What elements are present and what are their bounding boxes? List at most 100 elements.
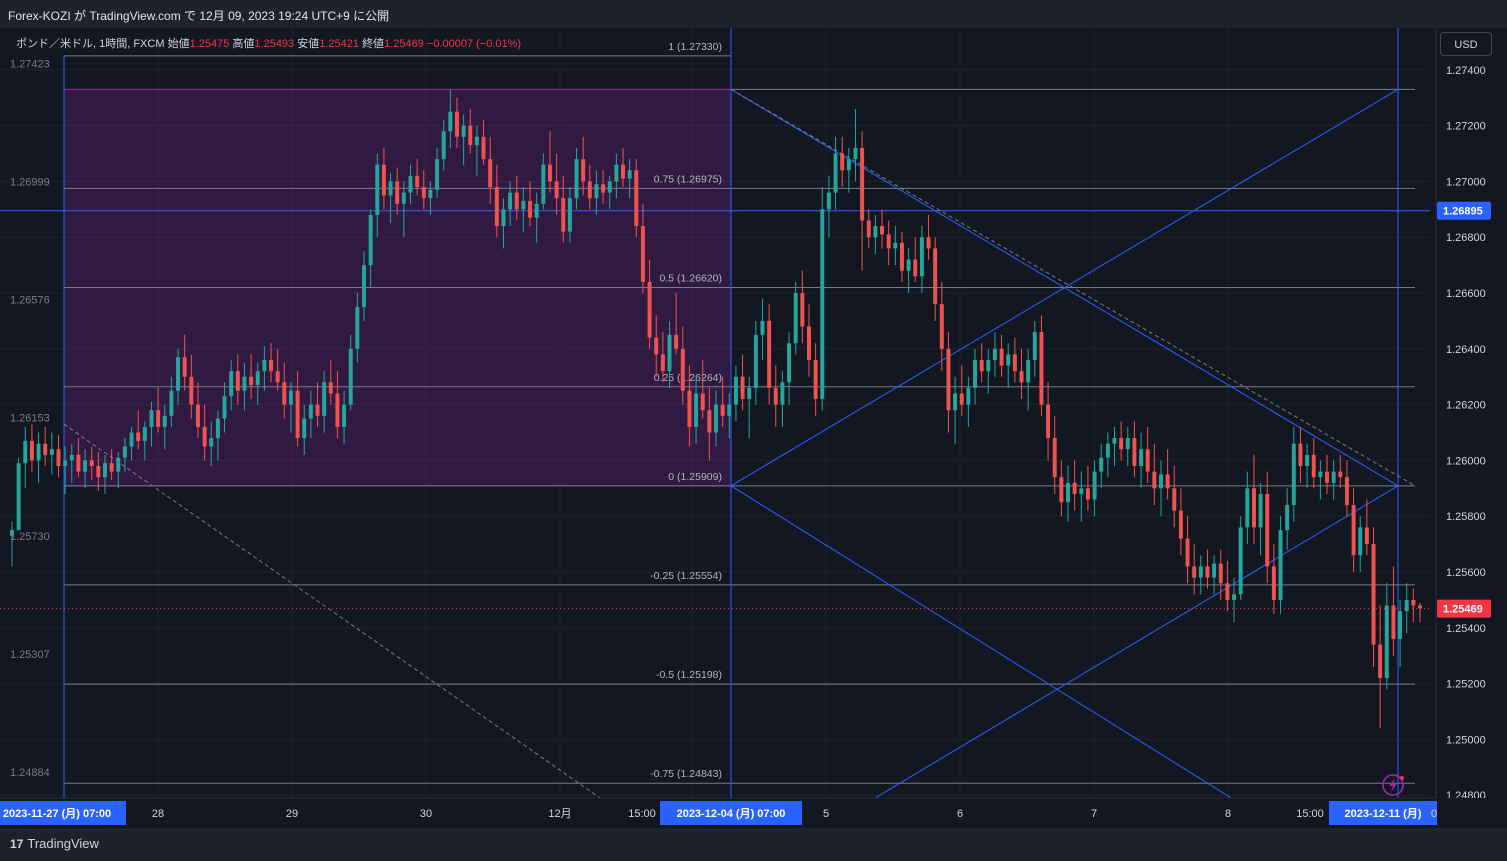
ohlc-legend: ポンド／米ドル, 1時間, FXCM 始値1.25475 高値1.25493 安…: [16, 35, 521, 51]
right-scale-tick: 1.26200: [1446, 400, 1486, 412]
candle-body: [840, 153, 845, 171]
candle-body: [488, 159, 493, 188]
candle-body: [1205, 566, 1210, 578]
candle-body: [680, 348, 685, 391]
price-badge-label: 1.26895: [1443, 206, 1483, 218]
candle-body: [229, 371, 234, 397]
candle-body: [421, 187, 426, 199]
tradingview-logo[interactable]: 17 TradingView: [10, 836, 99, 851]
candle-body: [262, 359, 267, 372]
fib-level-label: 0.5 (1.26620): [660, 272, 722, 284]
candle-body: [1271, 566, 1276, 600]
candle-body: [415, 175, 420, 188]
candle-body: [508, 192, 513, 210]
candle-body: [1404, 599, 1409, 612]
candle-body: [295, 390, 300, 439]
candle-body: [1019, 371, 1024, 383]
price-badge-label: 1.25469: [1443, 604, 1483, 616]
change-value: −0.00007 (−0.01%): [426, 38, 522, 50]
candle-body: [547, 164, 552, 182]
symbol-label[interactable]: ポンド／米ドル, 1時間, FXCM: [16, 38, 165, 50]
candle-body: [1251, 488, 1256, 528]
candle-body: [1012, 354, 1017, 372]
candle-body: [215, 418, 220, 439]
candle-body: [16, 463, 21, 531]
left-scale-tick: 1.26999: [10, 177, 50, 189]
left-scale-tick: 1.27423: [10, 58, 50, 70]
time-axis-highlight: [0, 801, 126, 825]
candle-body: [793, 293, 798, 344]
candle-body: [1258, 493, 1263, 528]
candle-body: [886, 234, 891, 249]
close-value: 1.25469: [384, 38, 424, 50]
fib-level-label: 0.25 (1.26264): [654, 372, 722, 384]
high-value: 1.25493: [254, 38, 295, 50]
chart-area[interactable]: 1 (1.27330) 0.75 (1.26975) 0.5 (1.26620) 0.…: [0, 28, 1507, 861]
candle-body: [315, 404, 320, 416]
candle-body: [1351, 505, 1356, 556]
candle-body: [1085, 488, 1090, 500]
right-scale-tick: 1.25400: [1446, 623, 1486, 635]
left-scale-tick: 1.25307: [10, 649, 50, 661]
candle-body: [587, 181, 592, 199]
candle-body: [96, 466, 101, 478]
candle-body: [833, 153, 838, 193]
candle-body: [514, 192, 519, 210]
candle-body: [122, 446, 127, 458]
candle-body: [381, 164, 386, 196]
candle-body: [1079, 488, 1084, 494]
candle-body: [1331, 471, 1336, 483]
candle-body: [1152, 471, 1157, 489]
candle-body: [674, 334, 679, 349]
candle-body: [541, 164, 546, 204]
time-axis-highlight-label: 2023-11-27 (月) 07:00: [3, 807, 111, 820]
candle-body: [1371, 544, 1376, 645]
candle-body: [269, 359, 274, 372]
publisher-title: Forex-KOZI が TradingView.com で 12月 09, 2…: [8, 9, 390, 23]
candle-body: [142, 426, 147, 441]
price-chart[interactable]: 1 (1.27330) 0.75 (1.26975) 0.5 (1.26620) 0.…: [0, 28, 1507, 861]
right-price-scale[interactable]: 1.27400 1.27200 1.27000 1.26800 1.26600 1.264…: [1435, 28, 1507, 802]
fib-retracement-right[interactable]: [731, 88, 1415, 784]
currency-button[interactable]: USD: [1440, 32, 1492, 56]
candle-body: [1325, 471, 1330, 483]
candle-body: [913, 259, 918, 277]
candle-body: [574, 159, 579, 199]
candle-body: [933, 248, 938, 305]
candle-body: [753, 334, 758, 388]
candle-body: [362, 265, 366, 307]
candle-body: [481, 136, 486, 160]
right-scale-tick: 1.25000: [1446, 734, 1486, 746]
candle-body: [1192, 566, 1197, 578]
candle-body: [209, 438, 214, 447]
candle-body: [401, 192, 406, 204]
time-axis[interactable]: 2023-11-27 (月) 07:00 28 29 30 12月 15:00 2023-1…: [0, 797, 1507, 828]
right-scale-tick: 1.25800: [1446, 511, 1486, 523]
candle-body: [561, 198, 566, 232]
candle-body: [322, 382, 327, 416]
candle-body: [1046, 404, 1051, 439]
candle-body: [567, 198, 572, 232]
time-axis-label: 15:00: [1296, 808, 1324, 820]
alert-lightning-icon[interactable]: [1382, 774, 1404, 796]
candle-body: [69, 454, 74, 461]
candle-body: [621, 164, 626, 179]
candle-body: [946, 348, 951, 411]
candle-body: [494, 187, 499, 227]
candle-body: [428, 189, 433, 199]
time-axis-label: 28: [152, 808, 164, 820]
candle-body: [999, 348, 1004, 366]
candle-body: [1285, 505, 1290, 531]
candle-body: [441, 131, 446, 160]
candle-body: [1318, 471, 1323, 478]
fib-level-label: 1 (1.27330): [668, 41, 722, 53]
candle-body: [342, 404, 347, 427]
footer-bar: [0, 828, 1507, 861]
candle-body: [880, 226, 885, 235]
candle-body: [129, 432, 134, 447]
candle-body: [1026, 359, 1031, 383]
candle-body: [242, 376, 247, 391]
candle-body: [959, 393, 964, 405]
left-scale-tick: 1.25730: [10, 531, 50, 543]
candle-body: [1032, 332, 1037, 360]
